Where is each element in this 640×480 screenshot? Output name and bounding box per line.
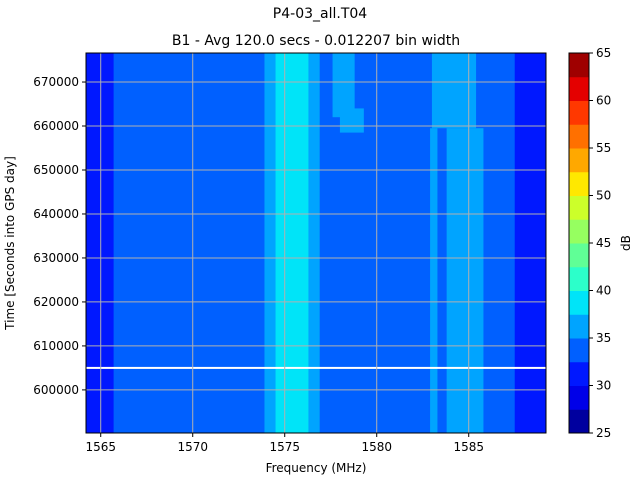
heatmap-region (514, 53, 546, 433)
data-gap-line (86, 366, 546, 369)
colorbar-band (569, 266, 589, 291)
colorbar-band (569, 243, 589, 268)
colorbar-tick-label: 50 (596, 189, 611, 203)
colorbar-band (569, 124, 589, 149)
x-tick-label: 1585 (453, 440, 484, 454)
colorbar-tick-label: 40 (596, 284, 611, 298)
x-tick-label: 1565 (85, 440, 116, 454)
x-axis: 1565 1570 1575 1580 1585 (85, 433, 484, 454)
y-tick-label: 650000 (33, 163, 79, 177)
y-tick-label: 660000 (33, 119, 79, 133)
colorbar-tick-label: 30 (596, 379, 611, 393)
heatmap-region (332, 53, 355, 118)
plot-frame (85, 52, 547, 434)
colorbar-band (569, 219, 589, 244)
colorbar-band (569, 171, 589, 196)
colorbar-band (569, 290, 589, 315)
colorbar-band (569, 148, 589, 173)
heatmap-area (86, 53, 546, 434)
y-axis: 600000 610000 620000 630000 640000 650000 6600… (33, 75, 86, 397)
colorbar-band (569, 195, 589, 220)
colorbar-band (569, 314, 589, 339)
colorbar-tick-label: 55 (596, 141, 611, 155)
heatmap-region (86, 53, 114, 433)
colorbar-tick-label: 25 (596, 426, 611, 440)
chart-title: P4-03_all.T04 (273, 6, 367, 22)
colorbar-band (569, 409, 589, 434)
heatmap-region (308, 53, 320, 433)
colorbar-band (569, 76, 589, 101)
heatmap-region (264, 53, 276, 433)
colorbar-band (569, 100, 589, 125)
y-tick-label: 600000 (33, 383, 79, 397)
colorbar-tick-label: 45 (596, 236, 611, 250)
chart-subtitle: B1 - Avg 120.0 secs - 0.012207 bin width (172, 33, 460, 49)
x-axis-label: Frequency (MHz) (266, 461, 367, 475)
y-tick-label: 670000 (33, 75, 79, 89)
colorbar: 25 30 35 40 45 50 55 60 65 (568, 46, 611, 440)
heatmap-region (275, 53, 309, 433)
y-tick-label: 630000 (33, 251, 79, 265)
colorbar-band (569, 361, 589, 386)
colorbar-label: dB (619, 235, 633, 251)
y-tick-label: 620000 (33, 295, 79, 309)
heatmap-region (339, 108, 364, 133)
heatmap-region (430, 128, 438, 434)
colorbar-tick-label: 35 (596, 331, 611, 345)
colorbar-band (569, 53, 589, 78)
heatmap-region (431, 53, 477, 129)
heatmap-region (446, 128, 484, 434)
colorbar-tick-label: 60 (596, 94, 611, 108)
y-tick-label: 610000 (33, 339, 79, 353)
colorbar-tick-label: 65 (596, 46, 611, 60)
colorbar-band (569, 385, 589, 410)
grid-lines (86, 53, 546, 433)
x-tick-label: 1575 (269, 440, 300, 454)
y-tick-label: 640000 (33, 207, 79, 221)
colorbar-band (569, 338, 589, 363)
y-axis-label: Time [Seconds into GPS day] (3, 156, 17, 331)
x-tick-label: 1570 (177, 440, 208, 454)
x-tick-label: 1580 (361, 440, 392, 454)
